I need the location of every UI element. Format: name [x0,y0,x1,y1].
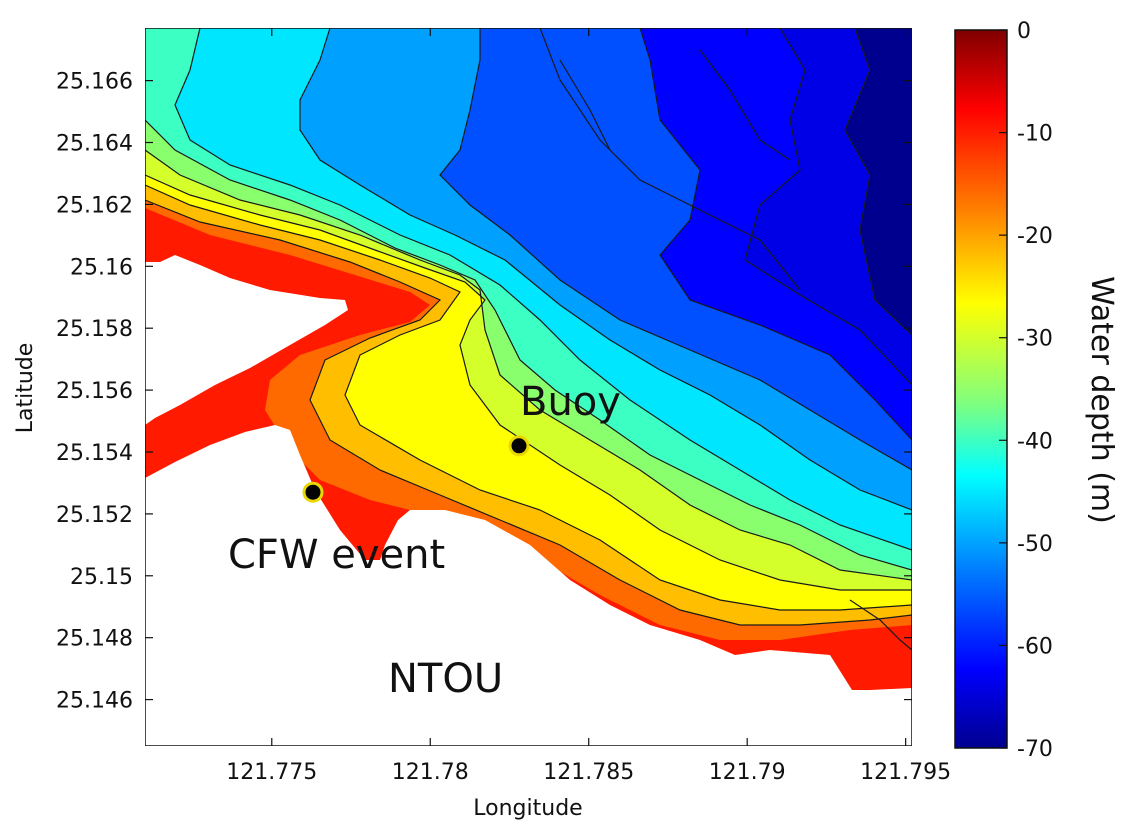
y-tick-label: 25.164 [56,132,133,157]
y-tick-label: 25.166 [56,70,133,95]
colorbar-title: Water depth (m) [1084,276,1119,524]
colorbar-tick-label: -30 [1017,327,1053,352]
x-tick-label: 121.78 [392,760,469,785]
y-tick-label: 25.154 [56,441,133,466]
colorbar: 0 -10 -20 -30 -40 -50 -60 -70 Water depth (m) [954,19,1119,762]
map-plot-area: Buoy CFW event NTOU [145,28,912,746]
cfw-event-label: CFW event [228,532,445,578]
contour-lines [145,28,912,651]
buoy-marker [508,435,530,457]
y-tick-label: 25.15 [70,565,133,590]
y-tick-label: 25.158 [56,317,133,342]
y-tick-label: 25.162 [56,193,133,218]
x-tick-label: 121.79 [709,760,786,785]
y-axis-title: Latitude [13,343,38,434]
x-tick-label: 121.795 [860,760,951,785]
ntou-label: NTOU [388,656,503,702]
y-tick-label: 25.16 [70,255,133,280]
y-tick-label: 25.152 [56,503,133,528]
colorbar-tick-label: -70 [1017,737,1053,762]
x-axis-title: Longitude [473,796,582,821]
colorbar-tick-label: -60 [1017,634,1053,659]
buoy-label: Buoy [520,379,621,425]
colorbar-tick-label: 0 [1017,19,1031,44]
y-tick-label: 25.146 [56,689,133,714]
y-axis: 25.146 25.148 25.15 25.152 25.154 25.156 25.15… [56,70,912,714]
colorbar-tick-label: -20 [1017,224,1053,249]
y-tick-label: 25.156 [56,379,133,404]
x-tick-label: 121.775 [226,760,317,785]
x-tick-label: 121.785 [543,760,634,785]
x-axis: 121.775 121.78 121.785 121.79 121.795 [226,28,951,785]
colorbar-gradient [954,29,1008,749]
cfw-event-marker [302,481,324,503]
colorbar-tick-label: -50 [1017,532,1053,557]
land-area [145,255,912,746]
y-tick-label: 25.148 [56,627,133,652]
colorbar-ticks: 0 -10 -20 -30 -40 -50 -60 -70 [999,19,1053,762]
colorbar-tick-label: -40 [1017,429,1053,454]
colorbar-tick-label: -10 [1017,122,1053,147]
